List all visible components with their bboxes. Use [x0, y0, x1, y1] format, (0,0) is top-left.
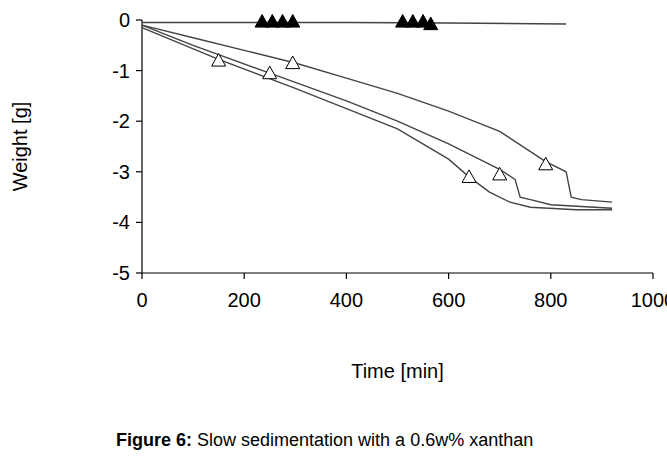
marker	[286, 15, 300, 28]
y-tick-label: -3	[112, 161, 130, 183]
x-tick	[244, 273, 245, 279]
y-axis-label: Weight [g]	[9, 102, 31, 192]
y-tick	[136, 19, 142, 20]
y-tick-label: -1	[112, 60, 130, 82]
caption-label: Figure 6:	[116, 430, 192, 450]
marker	[263, 66, 277, 79]
x-tick-label: 200	[228, 289, 261, 311]
caption-text: Slow sedimentation with a 0.6w% xanthan	[192, 430, 533, 450]
y-tick	[136, 70, 142, 71]
x-tick-label: 600	[432, 289, 465, 311]
y-tick	[136, 222, 142, 223]
y-tick-label: -4	[112, 211, 130, 233]
y-axis	[141, 20, 142, 273]
marker	[286, 56, 300, 69]
y-tick	[136, 171, 142, 172]
marker	[539, 157, 553, 170]
chart: -5 -4 -3 -2 -1 0 0 200 400 600 800 1000 Time [min] We…	[0, 0, 667, 458]
y-tick	[136, 272, 142, 273]
marker	[462, 170, 476, 183]
x-tick	[141, 273, 142, 279]
x-tick-label: 400	[330, 289, 363, 311]
series-line	[142, 23, 566, 25]
y-tick-label: -5	[112, 262, 130, 284]
y-tick-label: -2	[112, 110, 130, 132]
x-tick	[346, 273, 347, 279]
y-tick	[136, 121, 142, 122]
caption: Figure 6: Slow sedimentation with a 0.6w…	[116, 430, 533, 450]
y-tick-label: 0	[119, 9, 130, 31]
x-axis-label: Time [min]	[351, 360, 444, 382]
series-line	[142, 28, 612, 210]
marker	[424, 17, 438, 30]
x-tick	[448, 273, 449, 279]
x-tick-label: 0	[136, 289, 147, 311]
x-tick	[550, 273, 551, 279]
plot-area	[142, 15, 612, 210]
series-line	[142, 25, 612, 208]
marker	[493, 167, 507, 180]
x-tick-label: 800	[534, 289, 567, 311]
x-axis	[142, 272, 653, 273]
x-tick	[652, 273, 653, 279]
x-tick-label: 1000	[631, 289, 667, 311]
marker	[212, 53, 226, 66]
